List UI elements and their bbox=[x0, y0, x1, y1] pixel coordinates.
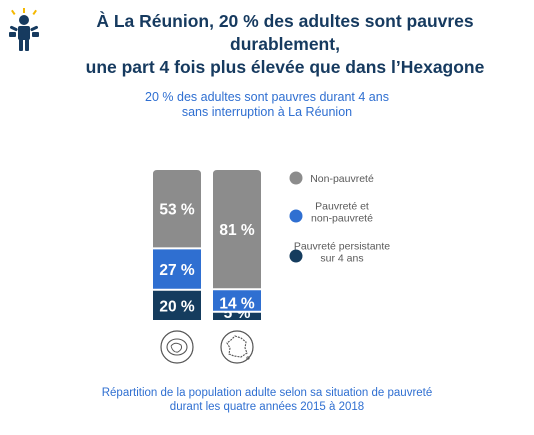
chart-subtitle-line-1: 20 % des adultes sont pauvres durant 4 a… bbox=[145, 90, 389, 104]
france-map-icon bbox=[220, 330, 254, 364]
bar-value-label: 53 % bbox=[159, 202, 195, 219]
chart-subtitle: 20 % des adultes sont pauvres durant 4 a… bbox=[0, 90, 534, 120]
chart-caption-line-2: durant les quatre années 2015 à 2018 bbox=[169, 401, 365, 413]
bar-value-label: 14 % bbox=[219, 296, 255, 313]
chart-subtitle-line-2: sans interruption à La Réunion bbox=[181, 105, 353, 119]
chart-title-line-2: une part 4 fois plus élevée que dans l’H… bbox=[85, 57, 485, 77]
legend-swatch bbox=[289, 171, 303, 185]
legend-label: Non-pauvreté bbox=[310, 173, 374, 185]
bar-segment bbox=[213, 170, 261, 289]
bar-segment bbox=[213, 290, 261, 311]
bar-value-label: 20 % bbox=[159, 298, 195, 315]
legend-label: Pauvreté persistante bbox=[294, 241, 390, 253]
legend-label: non-pauvreté bbox=[311, 213, 373, 225]
legend-swatch bbox=[289, 249, 303, 263]
chart-title: À La Réunion, 20 % des adultes sont pauv… bbox=[40, 10, 530, 79]
bar-segment bbox=[153, 170, 201, 248]
legend-label: Pauvreté et bbox=[315, 201, 369, 213]
bar-segment bbox=[153, 249, 201, 289]
legend-label: sur 4 ans bbox=[320, 253, 363, 265]
chart-title-line-1: À La Réunion, 20 % des adultes sont pauv… bbox=[96, 11, 474, 54]
legend-swatch bbox=[289, 209, 303, 223]
bar-value-label: 81 % bbox=[219, 222, 255, 239]
person-with-empty-pockets-icon bbox=[9, 8, 39, 51]
bar-segment bbox=[153, 290, 201, 320]
chart-caption-line-1: Répartition de la population adulte selo… bbox=[101, 387, 433, 399]
bar-segment bbox=[213, 312, 261, 320]
reunion-island-map-icon bbox=[160, 330, 194, 364]
bar-value-label: 27 % bbox=[159, 262, 195, 279]
chart-caption: Répartition de la population adulte selo… bbox=[0, 386, 534, 414]
